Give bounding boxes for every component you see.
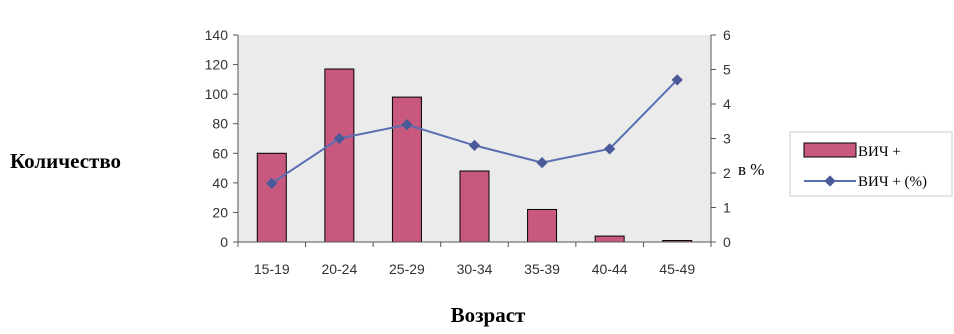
bar-15-19 <box>256 152 287 243</box>
y-right-tick-label: 1 <box>723 200 731 216</box>
y-right-tick-label: 4 <box>723 96 731 112</box>
y-left-tick-label: 140 <box>205 27 229 43</box>
x-tick-label: 40-44 <box>592 261 628 277</box>
x-tick-label: 45-49 <box>659 261 695 277</box>
bar-35-39 <box>527 208 558 243</box>
x-tick-label: 20-24 <box>321 261 357 277</box>
bar-30-34 <box>459 170 490 243</box>
y-left-tick-label: 0 <box>220 234 228 250</box>
x-tick-label: 30-34 <box>457 261 493 277</box>
y-left-tick-label: 40 <box>212 175 228 191</box>
y-right-tick-label: 3 <box>723 131 731 147</box>
line-point-15-19 <box>266 177 278 190</box>
bar-20-24 <box>324 68 355 243</box>
line-point-20-24 <box>333 132 346 145</box>
y-axis-left-label: Количество <box>10 149 121 173</box>
legend-line-marker <box>824 175 836 187</box>
y-left-tick-label: 60 <box>212 145 228 161</box>
line-point-35-39 <box>536 156 548 169</box>
y-right-tick-label: 5 <box>723 62 731 78</box>
legend: ВИЧ + ВИЧ + (%) <box>789 131 953 197</box>
line-point-30-34 <box>468 139 481 152</box>
bar-25-29 <box>391 96 422 243</box>
y-left-tick-label: 100 <box>205 86 229 102</box>
y-axis-right-label: в % <box>738 160 764 179</box>
y-left-tick-label: 80 <box>212 116 228 132</box>
legend-bar-label: ВИЧ + <box>858 144 901 160</box>
x-axis-label: Возраст <box>451 303 526 327</box>
x-tick-label: 35-39 <box>524 261 560 277</box>
y-right-tick-label: 0 <box>723 234 731 250</box>
bar-40-44 <box>594 235 625 243</box>
x-tick-label: 15-19 <box>254 261 290 277</box>
y-right-tick-label: 6 <box>723 27 731 43</box>
line-point-40-44 <box>603 143 616 155</box>
legend-line-label: ВИЧ + (%) <box>858 174 927 190</box>
y-left-tick-label: 120 <box>205 57 229 73</box>
y-right-tick-label: 2 <box>723 165 731 181</box>
y-left-tick-label: 20 <box>212 204 228 220</box>
x-tick-label: 25-29 <box>389 261 425 277</box>
legend-bar-swatch <box>803 142 857 158</box>
